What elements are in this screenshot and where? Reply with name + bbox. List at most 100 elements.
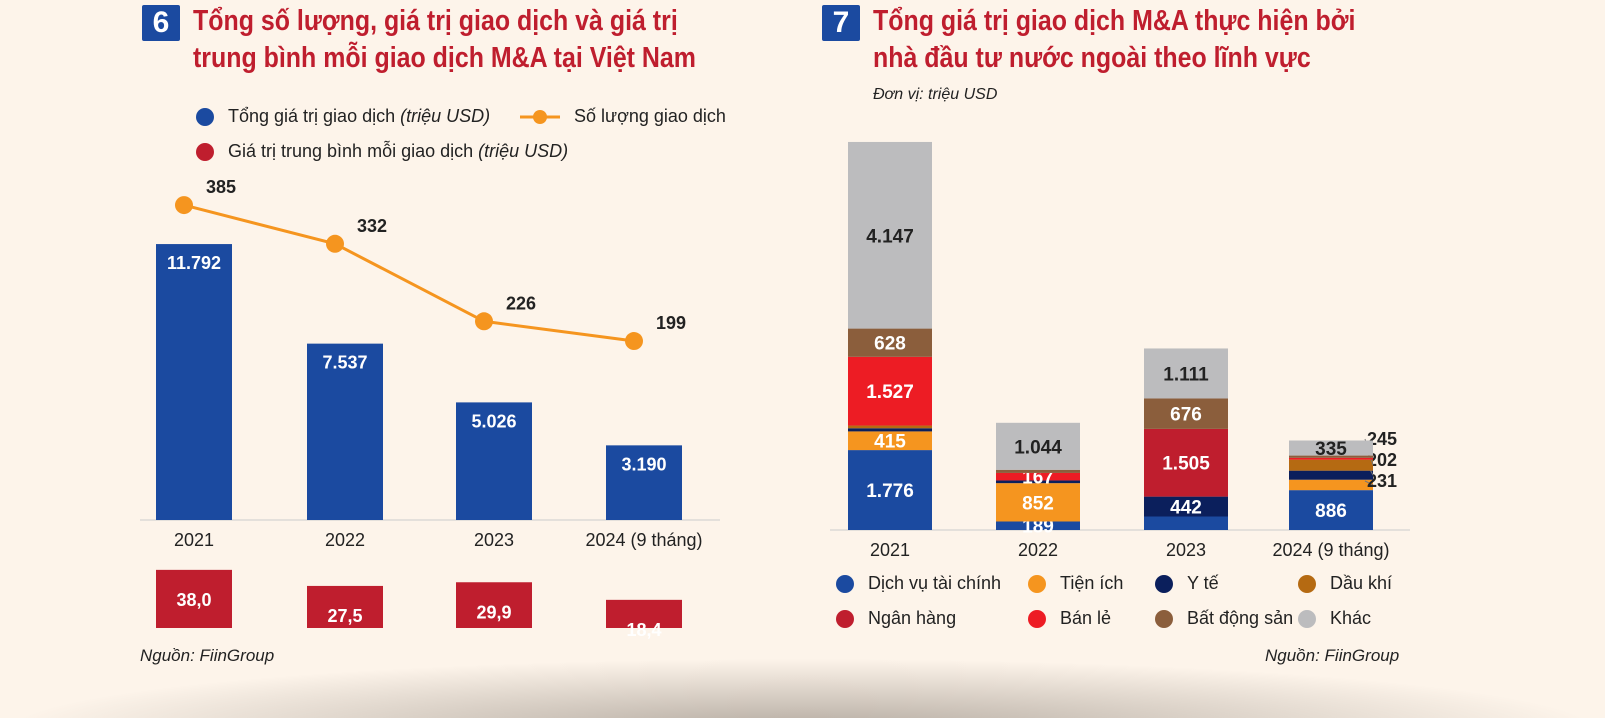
legend-label: Giá trị trung bình mỗi giao dịch bbox=[228, 141, 474, 161]
line-point-label: 226 bbox=[506, 293, 536, 313]
x-tick-label: 2024 (9 tháng) bbox=[585, 530, 702, 550]
segment-label: 676 bbox=[1170, 405, 1202, 426]
bar-avg-value bbox=[606, 599, 682, 628]
stacked-segment-y-tế bbox=[1144, 496, 1228, 517]
legend-label: Y tế bbox=[1187, 573, 1219, 593]
stacked-segment-khác bbox=[1289, 440, 1373, 456]
line-point-label: 332 bbox=[357, 216, 387, 236]
segment-label: 335 bbox=[1315, 439, 1347, 460]
stacked-segment-dầu-khí bbox=[1289, 459, 1373, 471]
stacked-segment-dịch-vụ-tài-chính bbox=[1289, 490, 1373, 530]
segment-label: 167 bbox=[1022, 468, 1054, 489]
legend-dot-icon bbox=[836, 574, 854, 593]
legend-label: Khác bbox=[1330, 608, 1372, 628]
stacked-segment-bất-động-sản bbox=[1289, 455, 1373, 458]
line-deal-count bbox=[183, 203, 635, 343]
stacked-segment-y-tế bbox=[1289, 470, 1373, 480]
legend-dot-icon bbox=[1028, 609, 1046, 628]
legend-dot-blue-icon bbox=[196, 107, 214, 126]
x-tick-label: 2021 bbox=[870, 540, 910, 560]
x-tick-label: 2022 bbox=[1018, 540, 1058, 560]
legend-avg-value: Giá trị trung bình mỗi giao dịch (triệu … bbox=[196, 141, 568, 162]
chart-6-title-line1: Tổng số lượng, giá trị giao dịch và giá … bbox=[193, 5, 678, 37]
segment-label: 4.147 bbox=[866, 226, 914, 247]
legend-unit: (triệu USD) bbox=[478, 141, 569, 161]
line-point bbox=[326, 234, 344, 253]
stacked-segment-bán-lẻ bbox=[1289, 457, 1373, 460]
stacked-segment-tiện-ích bbox=[996, 483, 1080, 522]
segment-label: 628 bbox=[874, 334, 906, 355]
legend-item: Ngân hàng bbox=[836, 608, 956, 629]
segment-label: 231 bbox=[1367, 471, 1397, 491]
segment-label: 1.505 bbox=[1162, 454, 1210, 475]
legend-dot-icon bbox=[1155, 574, 1173, 593]
bar-label: 5.026 bbox=[471, 411, 516, 431]
bar-avg-value bbox=[156, 569, 232, 628]
legend-label: Bất động sản bbox=[1187, 608, 1294, 628]
stacked-segment-bất-động-sản bbox=[1144, 398, 1228, 429]
chart-7-source: Nguồn: FiinGroup bbox=[1265, 646, 1400, 665]
stacked-segment-khác bbox=[848, 141, 932, 329]
bar-avg-value bbox=[307, 585, 383, 628]
segment-label: 1.111 bbox=[1163, 364, 1209, 385]
line-point bbox=[175, 196, 193, 215]
stacked-segment-tiện-ích bbox=[1289, 479, 1373, 491]
stacked-segment-dịch-vụ-tài-chính bbox=[1144, 516, 1228, 530]
stacked-segment-dịch-vụ-tài-chính bbox=[996, 521, 1080, 530]
bar-total-value bbox=[307, 343, 383, 520]
legend-deal-count: Số lượng giao dịch bbox=[520, 106, 726, 127]
chart-7-unit: Đơn vị: triệu USD bbox=[873, 86, 998, 103]
x-tick-label: 2024 (9 tháng) bbox=[1272, 540, 1389, 560]
chart-6-title-line2: trung bình mỗi giao dịch M&A tại Việt Na… bbox=[193, 42, 696, 74]
stacked-segment-bán-lẻ bbox=[996, 472, 1080, 481]
segment-label: 1.527 bbox=[866, 382, 914, 403]
bar-avg-label: 38,0 bbox=[176, 590, 211, 610]
x-tick-label: 2023 bbox=[1166, 540, 1206, 560]
stacked-segment-bất-động-sản bbox=[996, 469, 1080, 473]
stacked-segment-y-tế bbox=[996, 480, 1080, 484]
legend-dot-red-icon bbox=[196, 142, 214, 161]
bar-total-value bbox=[606, 445, 682, 520]
stacked-segment-tiện-ích bbox=[848, 431, 932, 451]
legend-label: Tiện ích bbox=[1060, 573, 1124, 593]
leader-line bbox=[1364, 480, 1374, 486]
line-point-label: 199 bbox=[656, 313, 686, 333]
bar-label: 11.792 bbox=[167, 253, 221, 273]
legend-dot-icon bbox=[1155, 609, 1173, 628]
legend-item: Tiện ích bbox=[1028, 573, 1123, 594]
stacked-segment-dầu-khí bbox=[848, 425, 932, 429]
legend-label: Số lượng giao dịch bbox=[574, 106, 726, 126]
segment-label: 202 bbox=[1367, 450, 1397, 470]
x-tick-label: 2021 bbox=[174, 530, 214, 550]
line-point bbox=[625, 332, 643, 351]
legend-item: Y tế bbox=[1155, 573, 1219, 594]
chart-6-number: 6 bbox=[142, 5, 180, 41]
segment-label: 415 bbox=[874, 432, 906, 453]
stacked-segment-dịch-vụ-tài-chính bbox=[848, 450, 932, 530]
chart-7-title-line1: Tổng giá trị giao dịch M&A thực hiện bởi bbox=[873, 5, 1356, 37]
stacked-segment-khác bbox=[1144, 348, 1228, 399]
stacked-segment-ngân-hàng bbox=[1144, 428, 1228, 497]
segment-label: 1.776 bbox=[866, 481, 914, 502]
x-tick-label: 2022 bbox=[325, 530, 365, 550]
legend-item: Khác bbox=[1298, 608, 1371, 629]
legend-line-marker-icon bbox=[520, 109, 560, 124]
legend-label: Bán lẻ bbox=[1060, 608, 1112, 628]
stacked-segment-khác bbox=[996, 422, 1080, 470]
legend-label: Tổng giá trị giao dịch bbox=[228, 106, 396, 126]
stacked-segment-y-tế bbox=[848, 428, 932, 432]
legend-label: Dịch vụ tài chính bbox=[868, 573, 1002, 593]
bar-avg-label: 27,5 bbox=[327, 606, 362, 626]
legend-item: Dầu khí bbox=[1298, 573, 1392, 594]
x-tick-label: 2023 bbox=[474, 530, 514, 550]
legend-dot-icon bbox=[1028, 574, 1046, 593]
legend-label: Dầu khí bbox=[1330, 573, 1393, 593]
bar-avg-value bbox=[456, 582, 532, 628]
legend-item: Bất động sản bbox=[1155, 608, 1293, 629]
bottom-shadow bbox=[0, 658, 1605, 718]
legend-unit: (triệu USD) bbox=[400, 106, 491, 126]
bar-avg-label: 29,9 bbox=[476, 602, 511, 622]
segment-label: 852 bbox=[1022, 493, 1054, 514]
bar-avg-label: 18,4 bbox=[626, 620, 661, 640]
